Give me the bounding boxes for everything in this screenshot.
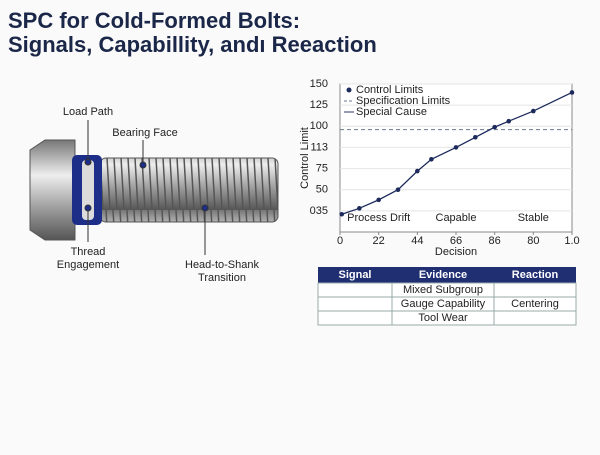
y-tick-label: 50 (316, 184, 328, 196)
point (415, 168, 420, 174)
bolt (29, 120, 279, 255)
bolt-label: Bearing Face (112, 127, 177, 139)
title: Signals, Capabillity, andı Reeaction (8, 32, 377, 57)
legend-label: Specification Limits (356, 95, 451, 107)
bolt-label: Thread (71, 246, 106, 258)
x-tick-label: 66 (450, 235, 462, 247)
title: SPC for Cold-Formed Bolts: (8, 8, 300, 33)
table-cell (493, 310, 577, 326)
legend-marker (346, 87, 352, 93)
legend-label: Special Cause (356, 106, 427, 118)
callout-lines (84, 120, 209, 255)
annotation: Capable (436, 212, 477, 224)
point (506, 118, 512, 124)
bolt-label: Transition (198, 272, 246, 284)
point (531, 108, 536, 114)
point (473, 134, 478, 140)
bolt-shank (99, 157, 279, 223)
table-cell (317, 310, 393, 326)
y-tick-label: 150 (310, 78, 328, 90)
y-tick-label: 035 (310, 205, 328, 217)
y-tick-label: 100 (310, 120, 328, 132)
point (429, 156, 434, 162)
x-tick-label: 22 (373, 235, 385, 247)
point (395, 187, 401, 193)
table-header (318, 267, 576, 283)
point (339, 211, 345, 217)
table-cell (317, 296, 393, 312)
x-tick-label: 44 (411, 235, 423, 247)
table-cell-text: Centering (511, 298, 559, 310)
table-cell-text: Mixed Subgroup (403, 284, 483, 296)
y-tick-label: 125 (310, 99, 328, 111)
bolt-label: Head-to-Shank (185, 259, 259, 271)
bolt-head (29, 139, 76, 241)
x-tick-label: 80 (527, 235, 539, 247)
table-cell-text: Gauge Capability (401, 298, 486, 310)
table-cell (493, 282, 577, 298)
point (357, 206, 362, 211)
legend-label: Control Limits (356, 84, 424, 96)
y-tick-label: 113 (310, 141, 328, 153)
plot-area (339, 83, 573, 233)
table-header-cell: Signal (338, 269, 371, 281)
point (376, 197, 381, 203)
annotation: Stable (518, 212, 549, 224)
table-cell (317, 282, 393, 298)
table-header-cell: Evidence (419, 269, 467, 281)
collar-face (82, 160, 94, 220)
x-axis-label: Decision (435, 246, 477, 258)
bolt-label: Load Path (63, 106, 113, 118)
point (492, 124, 497, 130)
bolt-label: Engagement (57, 259, 119, 271)
y-tick-label: 75 (316, 162, 328, 174)
x-tick-label: 0 (337, 235, 343, 247)
series-line (341, 91, 573, 215)
x-tick-label: 86 (489, 235, 501, 247)
y-axis-label: Control Limit (299, 127, 311, 189)
point (453, 145, 459, 150)
x-tick-label: 1.0 (564, 235, 579, 247)
table-header-cell: Reaction (512, 269, 559, 281)
point (569, 90, 575, 95)
annotation: Process Drift (347, 212, 410, 224)
table-cell-text: Tool Wear (418, 312, 468, 324)
